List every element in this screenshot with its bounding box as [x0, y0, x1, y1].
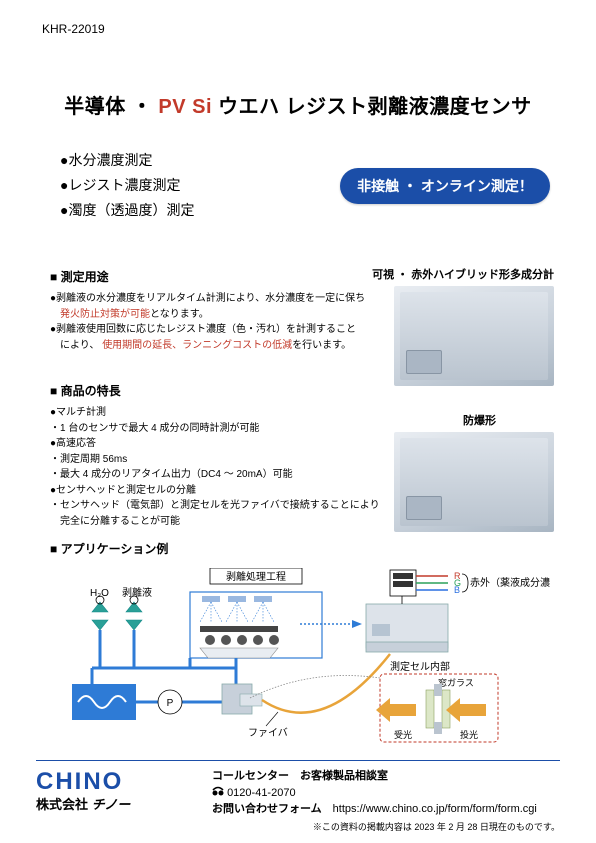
disclaimer: ※この資料の掲載内容は 2023 年 2 月 28 日現在のものです。	[0, 820, 560, 833]
badge-noncontact: 非接触 ・ オンライン測定！	[340, 168, 550, 204]
window-glass-label: 窓ガラス	[438, 677, 474, 688]
feature-line: 完全に分離することが可能	[50, 514, 390, 530]
feature-line: ・センサヘッド（電気部）と測定セルを光ファイバで接続することにより	[50, 498, 390, 514]
callcenter-label: コールセンター お客様製品相談室	[212, 768, 560, 785]
section-heading: ■ 商品の特長	[50, 382, 390, 399]
section-features: ■ 商品の特長 ●マルチ計測 ・1 台のセンサで最大 4 成分の同時計測が可能 …	[50, 382, 390, 529]
feature-line: ・1 台のセンサで最大 4 成分の同時計測が可能	[50, 421, 390, 437]
section-heading: ■ 測定用途	[50, 268, 370, 285]
freedial-icon	[212, 785, 224, 797]
receive-label: 受光	[394, 729, 412, 740]
form-line: お問い合わせフォーム https://www.chino.co.jp/form/…	[212, 801, 560, 818]
feature-line: ・測定周期 56ms	[50, 452, 390, 468]
title-prefix: 半導体 ・	[64, 96, 158, 118]
section-usage: ■ 測定用途 ●剥離液の水分濃度をリアルタイム計測により、水分濃度を一定に保ち …	[50, 268, 370, 353]
footer-info: コールセンター お客様製品相談室 0120-41-2070 お問い合わせフォーム…	[212, 768, 560, 818]
top-bullet: ●濁度（透過度）測定	[60, 198, 194, 223]
ir-label: 赤外（薬液成分濃度）	[470, 576, 550, 589]
product-image-exproof	[394, 432, 554, 532]
fiber-label: ファイバ	[248, 727, 288, 739]
logo-sub: 株式会社 チノー	[36, 794, 212, 813]
feature-line: ●センサヘッドと測定セルの分離	[50, 483, 390, 499]
section-heading: ■ アプリケーション例	[50, 540, 370, 557]
top-bullet: ●レジスト濃度測定	[60, 173, 194, 198]
logo-block: CHINO 株式会社 チノー	[36, 768, 212, 818]
title-suffix: ウエハ レジスト剥離液濃度センサ	[212, 96, 532, 118]
caption-exproof: 防爆形	[463, 412, 496, 428]
badge-text: 非接触 ・ オンライン測定！	[357, 176, 533, 196]
footer-rule	[36, 760, 560, 761]
footer: CHINO 株式会社 チノー コールセンター お客様製品相談室 0120-41-…	[36, 768, 560, 818]
application-diagram: 剥離処理工程 R G B 赤外（薬液成分濃度） H₂O 剥離液	[50, 568, 550, 748]
feature-line: ●高速応答	[50, 436, 390, 452]
feature-line: ●マルチ計測	[50, 405, 390, 421]
usage-line: により、 使用期間の延長、ランニングコストの低減を行います。	[50, 338, 370, 354]
usage-line: ●剥離液使用回数に応じたレジスト濃度（色・汚れ）を計測すること	[50, 322, 370, 338]
logo-chino: CHINO	[36, 768, 212, 796]
product-image-hybrid	[394, 286, 554, 386]
top-bullet-list: ●水分濃度測定 ●レジスト濃度測定 ●濁度（透過度）測定	[60, 148, 194, 224]
rgb-b: B	[454, 585, 460, 595]
usage-line: ●剥離液の水分濃度をリアルタイム計測により、水分濃度を一定に保ち	[50, 291, 370, 307]
section-application: ■ アプリケーション例	[50, 540, 370, 557]
feature-line: ・最大 4 成分のリアタイム出力（DC4 〜 20mA）可能	[50, 467, 390, 483]
usage-line: 発火防止対策が可能となります。	[50, 307, 370, 323]
emit-label: 投光	[460, 729, 478, 740]
diagram-title: 剥離処理工程	[226, 570, 286, 583]
top-bullet: ●水分濃度測定	[60, 148, 194, 173]
tel-line: 0120-41-2070	[212, 785, 560, 802]
h2o-label: H₂O	[90, 588, 109, 599]
page-title: 半導体 ・ PV Si ウエハ レジスト剥離液濃度センサ	[0, 90, 596, 119]
cell-label: 測定セル内部	[390, 660, 450, 673]
usage-body: ●剥離液の水分濃度をリアルタイム計測により、水分濃度を一定に保ち 発火防止対策が…	[50, 291, 370, 353]
title-accent: PV Si	[158, 96, 212, 118]
document-id: KHR-22019	[42, 22, 105, 36]
features-body: ●マルチ計測 ・1 台のセンサで最大 4 成分の同時計測が可能 ●高速応答 ・測…	[50, 405, 390, 529]
pump-label: P	[167, 698, 174, 709]
caption-hybrid: 可視 ・ 赤外ハイブリッド形多成分計	[372, 266, 554, 282]
